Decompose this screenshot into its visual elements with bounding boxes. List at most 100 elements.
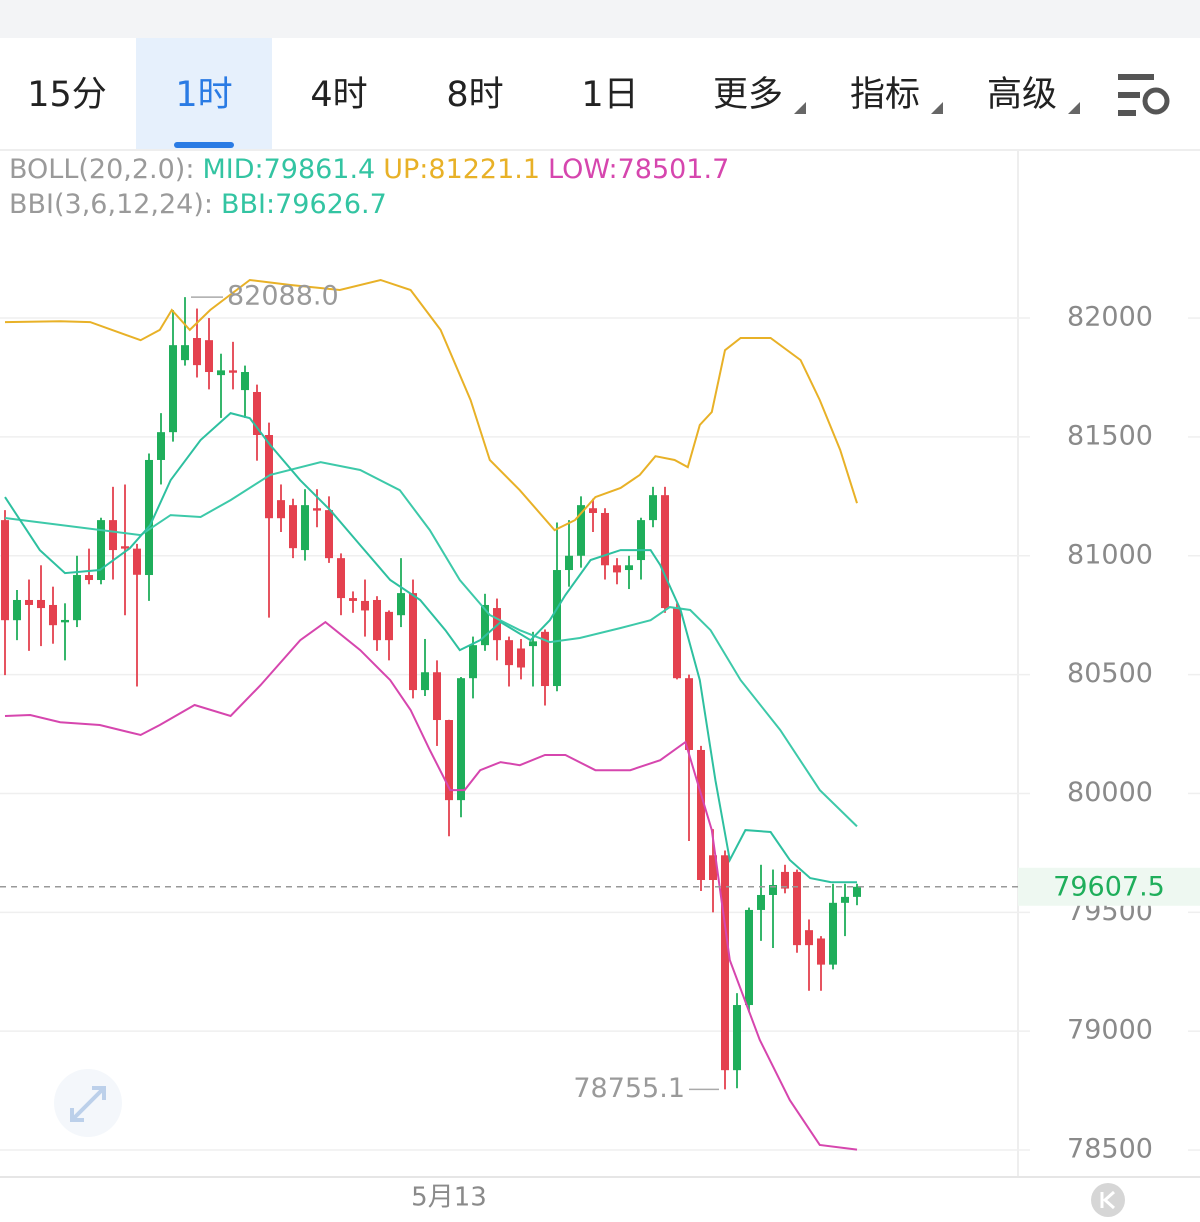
indicator-legend: BOLL(20,2.0): MID:79861.4 UP:81221.1 LOW:78… [9,154,729,185]
candle-body [313,508,321,511]
dropdown-triangle [1068,102,1080,114]
candle-body [529,641,537,647]
icon-bar [1118,74,1154,80]
legend-item: BBI:79626.7 [221,189,387,220]
y-tick-label: 81000 [1067,539,1153,570]
expand-button[interactable] [54,1069,122,1137]
candle-body [49,604,57,626]
candle-body [97,520,105,581]
y-tick-label: 81500 [1067,420,1153,451]
expand-arrows [70,1086,106,1122]
candle-body [397,593,405,616]
candle-body [109,520,117,551]
candle-body [409,593,417,691]
scroll-end-button[interactable] [1091,1183,1125,1217]
extreme-label: 82088.0 [227,281,339,312]
y-tick-label: 79000 [1067,1015,1153,1046]
candle-body [565,555,573,571]
icon-bar [1118,92,1140,98]
current-price-box [1018,867,1200,906]
candle-body [661,495,669,609]
candle-body [13,599,21,621]
extreme-label: 78755.1 [573,1073,685,1104]
tab-label[interactable]: 更多 [713,75,783,115]
tab-label[interactable]: 1时 [175,75,232,115]
candle-body [709,855,717,881]
selected-tab-indicator [174,142,234,148]
candle-body [61,619,69,623]
candle-body [601,512,609,566]
candle-body [349,598,357,601]
candle-body [817,938,825,965]
candle-body [505,640,513,666]
y-tick-label: 78500 [1067,1134,1153,1165]
legend-item: BBI(3,6,12,24): [9,189,213,220]
candle-body [37,599,45,609]
candle-body [277,500,285,519]
candle-body [769,884,777,895]
candle-body [745,909,753,1006]
legend-item: UP:81221.1 [383,154,540,185]
tab-label[interactable]: 指标 [850,75,920,115]
candle-body [253,391,261,436]
candle-body [721,855,729,1071]
candle-body [181,345,189,361]
legend-item: MID:79861.4 [202,154,375,185]
indicator-line [4,461,858,828]
candle-body [553,570,561,687]
candle-body [481,604,489,646]
candle-body [649,495,657,521]
legend-item: LOW:78501.7 [548,154,729,185]
candle-body [373,599,381,641]
candle-body [205,340,213,373]
top-strip [0,0,1200,38]
candle-body [421,672,429,691]
candle-body [301,505,309,551]
candle-body [145,459,153,576]
icon-gear [1142,87,1170,115]
candle-body [229,370,237,373]
indicator-legend: BBI(3,6,12,24): BBI:79626.7 [9,189,387,220]
tab-label[interactable]: 8时 [446,75,503,115]
candle-body [853,886,861,897]
candle-body [433,672,441,721]
candle-body [193,338,201,366]
indicator-line [4,411,858,884]
candle-body [25,599,33,605]
current-price-label: 79607.5 [1053,871,1165,902]
candle-body [697,749,705,881]
candle-body [469,645,477,679]
candle-body [1,520,9,621]
candle-body [325,510,333,559]
dropdown-triangle [931,102,943,114]
candle-body [385,611,393,641]
candle-body [73,575,81,621]
tab-label[interactable]: 4时 [310,75,367,115]
scroll-end-bg [1091,1183,1125,1217]
candle-body [457,678,465,801]
indicator-line [4,620,858,1151]
candle-body [517,648,525,668]
legend-item: BOLL(20,2.0): [9,154,194,185]
tab-label[interactable]: 高级 [987,75,1057,115]
candle-body [289,505,297,549]
dropdown-triangle [794,102,806,114]
candle-body [613,565,621,573]
candle-body [337,558,345,599]
candle-body [637,520,645,561]
candle-body [157,432,165,460]
candle-body [85,575,93,581]
indicator-line [4,278,858,532]
candle-body [577,505,585,556]
candle-body [625,565,633,571]
tab-label[interactable]: 15分 [27,75,107,115]
settings-icon[interactable] [1118,74,1170,116]
x-tick-label: 5月13 [411,1183,487,1213]
y-tick-label: 82000 [1067,302,1153,333]
candle-body [793,871,801,946]
tab-label[interactable]: 1日 [581,75,638,115]
candle-body [589,508,597,513]
candle-body [673,608,681,679]
candle-body [829,902,837,965]
